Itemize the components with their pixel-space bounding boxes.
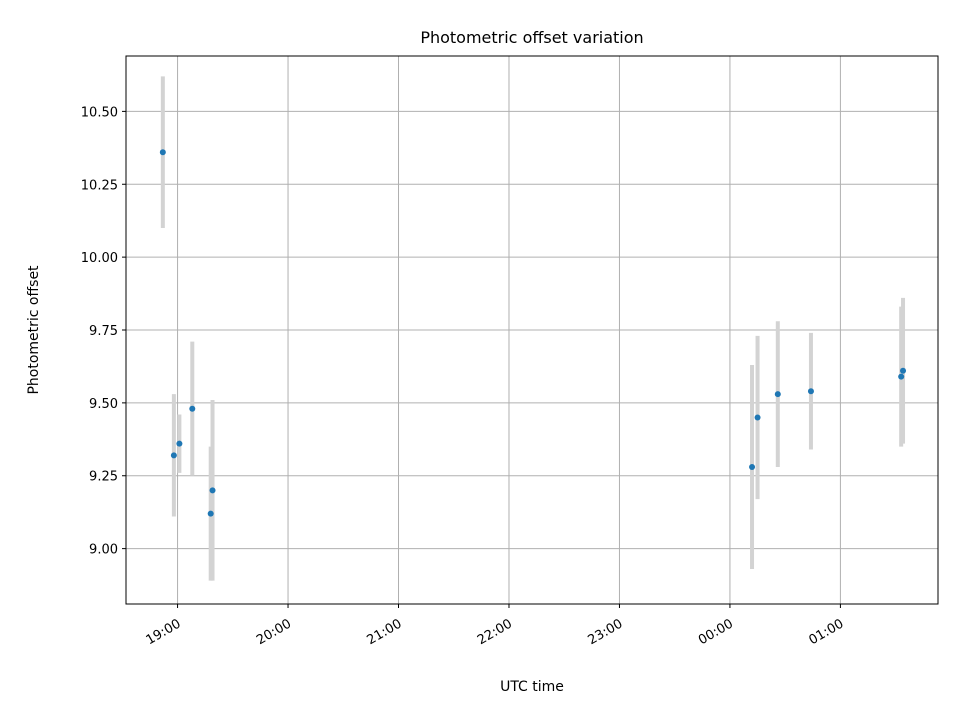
y-tick-label: 10.00 — [81, 251, 118, 266]
y-axis: 9.00 9.25 9.50 9.75 10.00 10.25 10.50 — [81, 105, 126, 558]
x-tick-label: 01:00 — [806, 616, 846, 648]
x-tick-label: 20:00 — [254, 616, 294, 648]
x-tick-label: 23:00 — [586, 616, 626, 648]
data-point — [749, 464, 756, 470]
data-point — [170, 452, 177, 459]
y-tick-label: 10.50 — [81, 105, 118, 120]
error-bars — [160, 76, 906, 581]
chart-title: Photometric offset variation — [420, 28, 643, 47]
data-point — [189, 405, 196, 412]
x-axis-label: UTC time — [500, 679, 564, 695]
y-tick-label: 9.25 — [89, 470, 118, 485]
x-tick-label: 21:00 — [365, 616, 405, 648]
x-tick-label: 00:00 — [696, 616, 736, 648]
y-tick-label: 10.25 — [81, 178, 118, 193]
y-tick-label: 9.75 — [89, 324, 118, 339]
y-tick-label: 9.50 — [89, 397, 118, 412]
data-point — [900, 367, 907, 374]
x-axis: 19:00 20:00 21:00 22:00 23:00 00:00 01:00 — [144, 604, 846, 648]
data-points — [159, 149, 907, 517]
data-point — [754, 414, 761, 421]
y-axis-label: Photometric offset — [26, 265, 42, 395]
x-tick-label: 22:00 — [475, 616, 515, 648]
data-point — [176, 440, 183, 447]
data-point — [159, 149, 166, 156]
y-tick-label: 9.00 — [89, 543, 118, 558]
data-point — [774, 391, 781, 398]
grid — [126, 56, 938, 604]
x-tick-label: 19:00 — [144, 616, 184, 648]
data-point — [209, 487, 216, 494]
data-point — [207, 510, 214, 517]
data-point — [898, 373, 905, 380]
data-point — [807, 388, 814, 395]
